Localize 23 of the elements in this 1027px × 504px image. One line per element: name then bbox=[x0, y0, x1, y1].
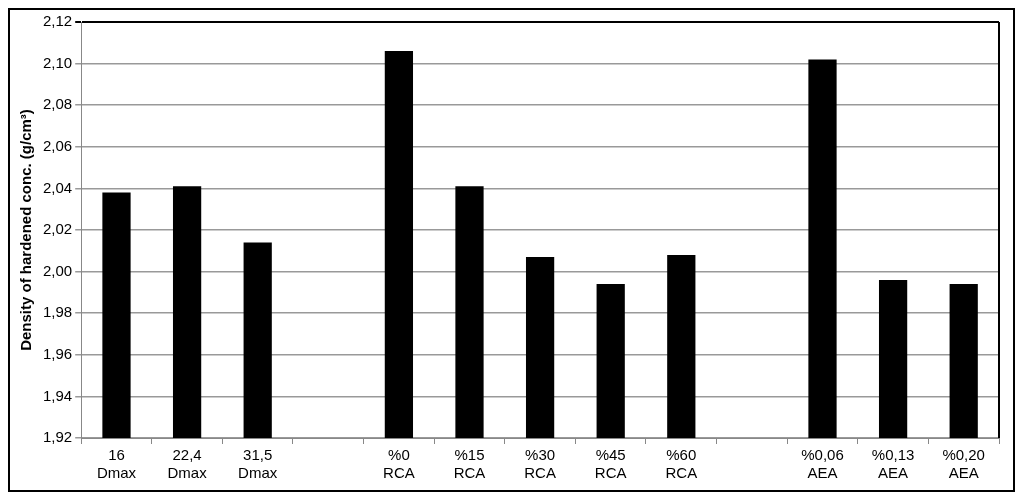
y-tick-label: 1,92 bbox=[42, 428, 73, 446]
y-axis-title: Density of hardened conc. (g/cm³) bbox=[17, 109, 35, 351]
x-tick-label: 16 Dmax bbox=[96, 446, 137, 482]
x-tick-label: 31,5 Dmax bbox=[238, 446, 278, 482]
x-tick-label: %15 RCA bbox=[453, 446, 486, 482]
x-tick-label: %0 RCA bbox=[383, 446, 415, 482]
y-tick-label: 2,00 bbox=[42, 261, 73, 279]
x-tick-label: %0,20 AEA bbox=[942, 446, 985, 482]
x-tick-label: %0,06 AEA bbox=[801, 446, 844, 482]
y-tick-label: 1,96 bbox=[42, 344, 73, 362]
y-tick-label: 2,06 bbox=[42, 136, 73, 154]
y-tick-label: 1,94 bbox=[42, 386, 73, 404]
x-tick-label: %30 RCA bbox=[524, 446, 556, 482]
y-tick-label: 1,98 bbox=[42, 303, 73, 321]
x-tick-label: 22,4 Dmax bbox=[167, 446, 208, 482]
y-tick-label: 2,04 bbox=[42, 178, 73, 196]
y-tick-label: 2,10 bbox=[42, 53, 73, 71]
y-tick-label: 2,12 bbox=[42, 12, 73, 30]
y-tick-label: 2,02 bbox=[42, 220, 73, 238]
x-tick-label: %45 RCA bbox=[594, 446, 627, 482]
x-tick-label: %0,13 AEA bbox=[871, 446, 915, 482]
x-tick-label: %60 RCA bbox=[665, 446, 698, 482]
y-tick-label: 2,08 bbox=[42, 95, 73, 113]
